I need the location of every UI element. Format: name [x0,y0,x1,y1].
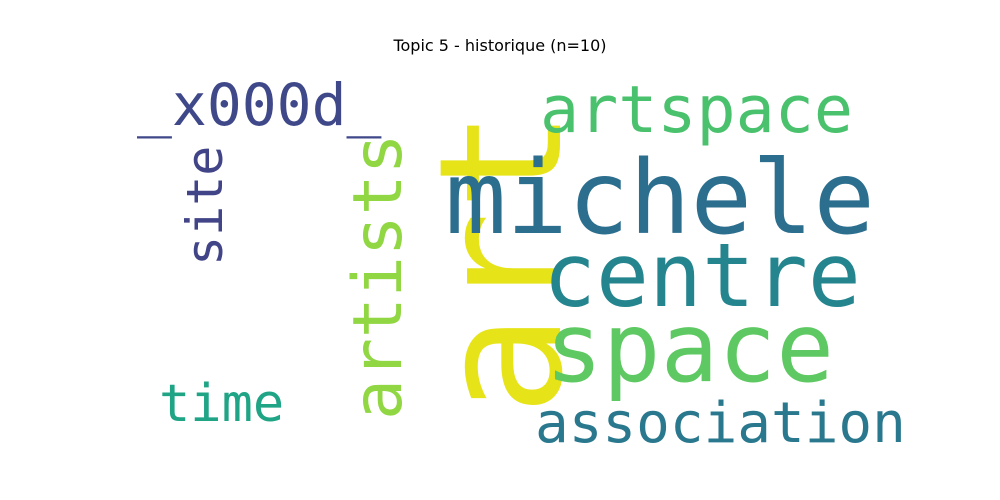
word-michele: michele [445,139,875,258]
word-site: site [176,145,234,266]
word-cloud: _x000d_ site time artists art artspace m… [125,68,906,455]
word-association: association [535,391,906,456]
word-time: time [159,374,285,434]
word-centre: centre [543,224,861,327]
word-artspace: artspace [540,73,854,148]
word-x000d: _x000d_ [137,71,382,139]
chart-title: Topic 5 - historique (n=10) [393,36,607,55]
word-space: space [545,292,834,404]
